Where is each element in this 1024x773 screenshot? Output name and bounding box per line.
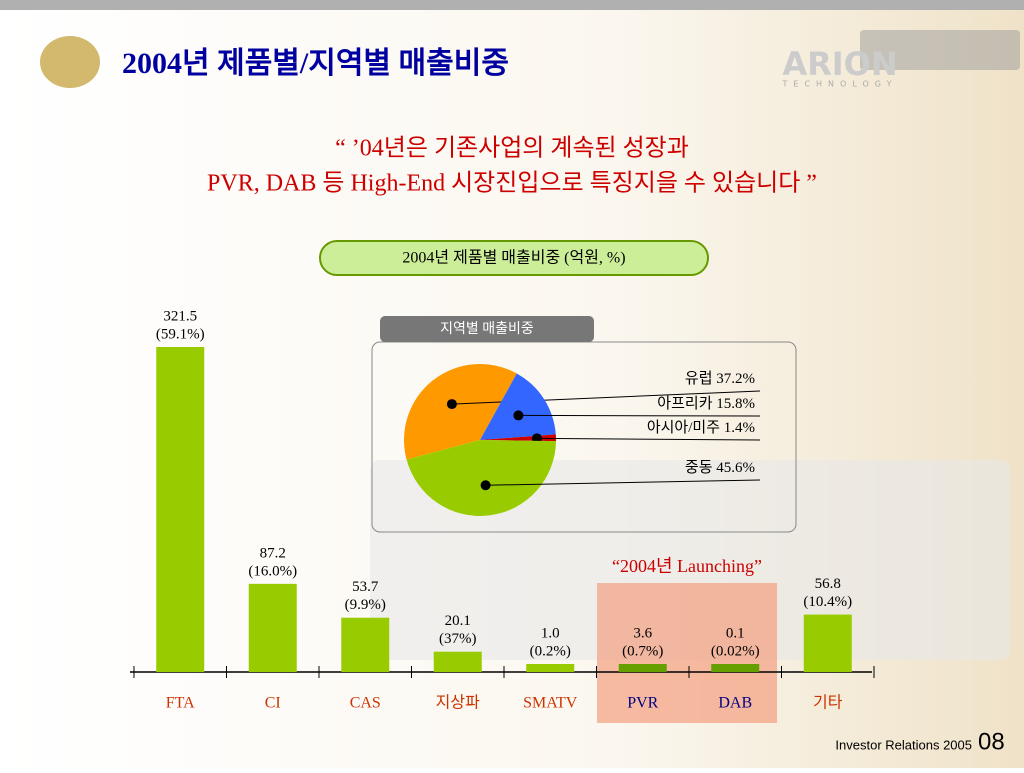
pie-title: 지역별 매출비중 [440,321,534,337]
leader-line [518,414,761,417]
x-tick-label: SMATV [523,695,578,712]
pie-slice [406,440,556,516]
leader-dot [446,399,457,410]
leader-dot [480,480,491,491]
slice-label: 중동 45.6% [685,460,755,476]
share-label: (59.1%) [156,326,205,342]
leader-dot [513,410,524,421]
slice-label: 아시아/미주 1.4% [647,419,755,436]
slice-label: 유럽 37.2% [685,370,755,387]
share-label: (10.4%) [803,594,852,610]
share-label: (16.0%) [248,563,297,579]
share-label: (0.2%) [530,643,571,659]
pie-slice [403,363,517,460]
butterfly [40,36,100,88]
bar [156,347,205,672]
value-label: 0.1 [726,625,745,641]
bar-title-box [319,240,709,276]
footer-text: Investor Relations 2005 [835,737,972,752]
slice-label: 아프리카 15.8% [657,395,755,412]
slice-category: 중동 [685,460,713,476]
pie-title-box [380,316,594,342]
value-label: 53.7 [352,579,379,595]
logo: ARION [782,45,897,83]
bar-title: 2004년 제품별 매출비중 (억원, %) [402,249,625,267]
slice-value: 37.2% [716,371,755,387]
share-label: (0.7%) [622,643,663,659]
slice-category: 유럽 [685,370,713,387]
x-tick-label: 기타 [813,694,843,712]
subtitle: PVR, DAB 등 High-End 시장진입으로 특징지을 수 있습니다 ” [207,170,817,197]
share-label: (0.02%) [711,643,760,659]
share-label: (37%) [439,631,477,647]
x-tick-label: CI [265,695,281,712]
value-label: 3.6 [633,625,652,641]
slice-category: 아프리카 [657,395,712,412]
logo-sub: TECHNOLOGY [782,80,898,89]
device-logo-bg [860,30,1020,70]
value-label: 321.5 [163,308,197,324]
slice-value: 15.8% [716,396,755,412]
highlight-box [597,583,777,723]
page-number: 08 [978,728,1005,755]
slice-value: 45.6% [716,460,755,476]
x-tick-label: PVR [627,695,658,712]
x-tick-label: FTA [166,695,195,712]
x-tick-label: DAB [718,695,752,712]
value-label: 56.8 [815,576,841,592]
top-bar [0,0,1024,10]
x-tick-label: CAS [350,695,381,712]
subtitle: “ ’04년은 기존사업의 계속된 성장과 [335,135,689,162]
bar [711,664,760,672]
bar [803,614,852,672]
slice-category: 아시아/미주 [647,419,720,436]
bar [248,583,297,672]
share-label: (9.9%) [345,597,386,613]
value-label: 1.0 [541,625,560,641]
bar [433,651,482,672]
value-label: 20.1 [445,613,471,629]
bar [618,664,667,672]
pie-slice [480,373,556,440]
bar [341,617,390,672]
slice-value: 1.4% [724,420,755,436]
x-tick-label: 지상파 [436,694,480,712]
title: 2004년 제품별/지역별 매출비중 [122,47,509,80]
value-label: 87.2 [260,545,286,561]
annotation: “2004년 Launching” [612,556,762,576]
leader-line [536,437,761,441]
device-image [370,460,1010,660]
leader-line [485,479,761,486]
bar [526,664,575,672]
